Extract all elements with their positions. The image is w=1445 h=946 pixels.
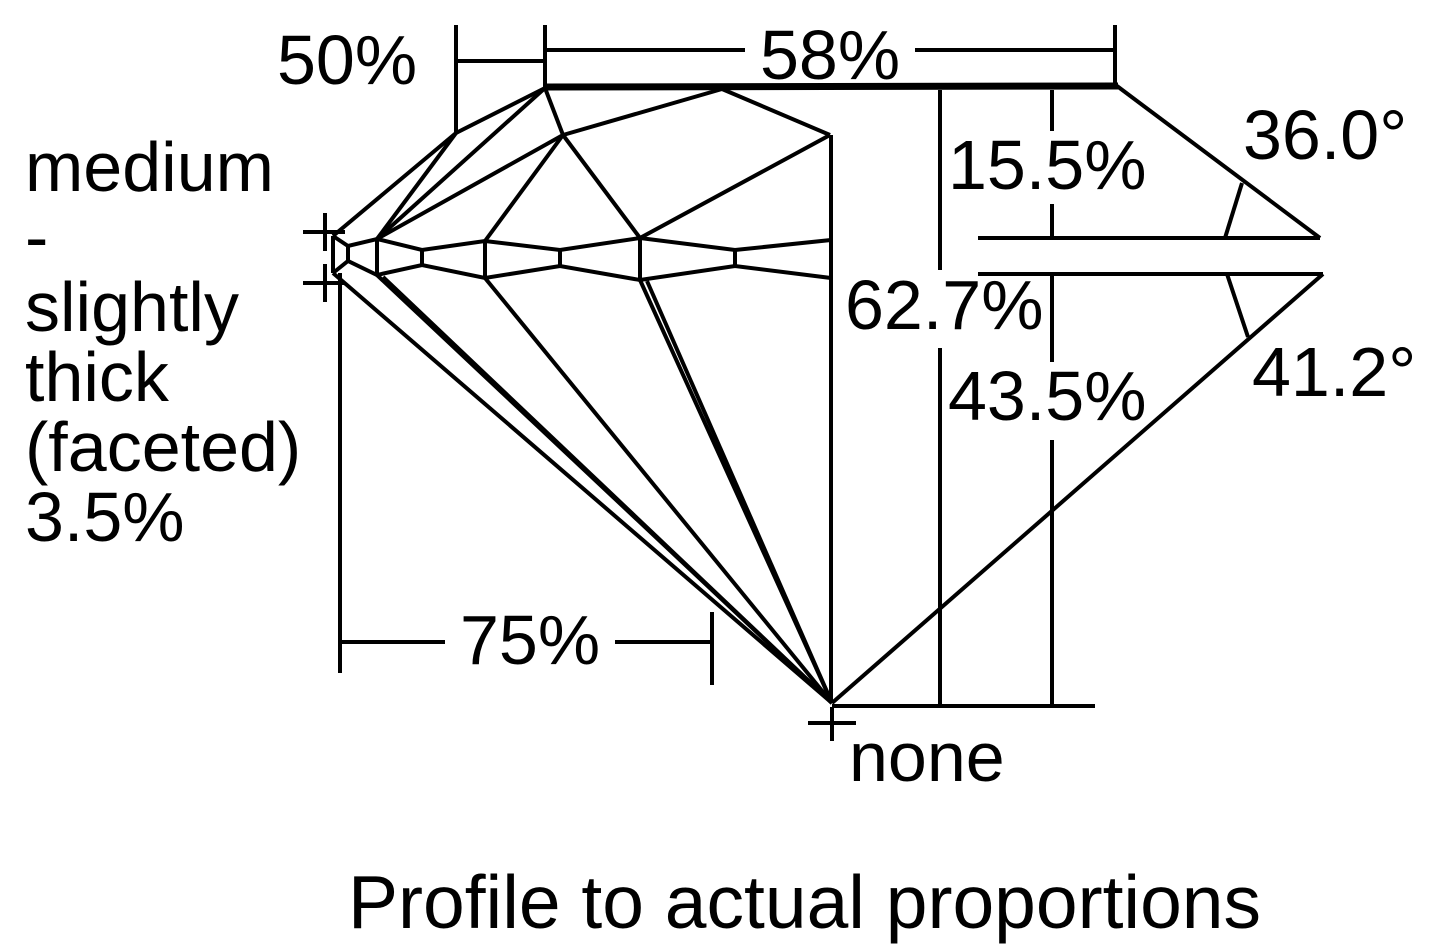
girdle-plane-lines (978, 236, 1323, 276)
right-pavilion-slope (830, 272, 1325, 705)
table-line (542, 82, 1119, 91)
tick-crosses (303, 213, 856, 741)
girdle-description: medium - slightly thick (faceted) 3.5% (25, 132, 301, 552)
culet-label: none (849, 718, 1005, 796)
table-size-label: 58% (760, 16, 901, 94)
total-depth-label: 62.7% (845, 266, 1044, 344)
girdle-line-1: medium (25, 128, 274, 206)
pavilion-angle-arc (1225, 273, 1250, 338)
crown-angle-arc (1223, 182, 1244, 239)
right-crown-slope (1115, 84, 1322, 240)
girdle-line-4: thick (25, 338, 169, 416)
diagram-caption: Profile to actual proportions (348, 860, 1262, 944)
girdle-line-3: slightly (25, 268, 239, 346)
pavilion-angle-label: 41.2° (1252, 333, 1417, 411)
crown-facets (331, 82, 1322, 703)
crown-height-label: 15.5% (948, 126, 1147, 204)
lower-girdle-label: 75% (460, 601, 601, 679)
girdle-line-6: 3.5% (25, 478, 185, 556)
pavilion-depth-label: 43.5% (948, 357, 1147, 435)
girdle-band (331, 234, 832, 283)
crown-angle-label: 36.0° (1243, 96, 1408, 174)
girdle-line-2: - (25, 198, 49, 276)
dimension-lines (338, 25, 1117, 708)
star-length-label: 50% (277, 21, 418, 99)
angle-indicators (1223, 182, 1250, 338)
girdle-line-5: (faceted) (25, 408, 302, 486)
pavilion-facets (331, 271, 1325, 705)
